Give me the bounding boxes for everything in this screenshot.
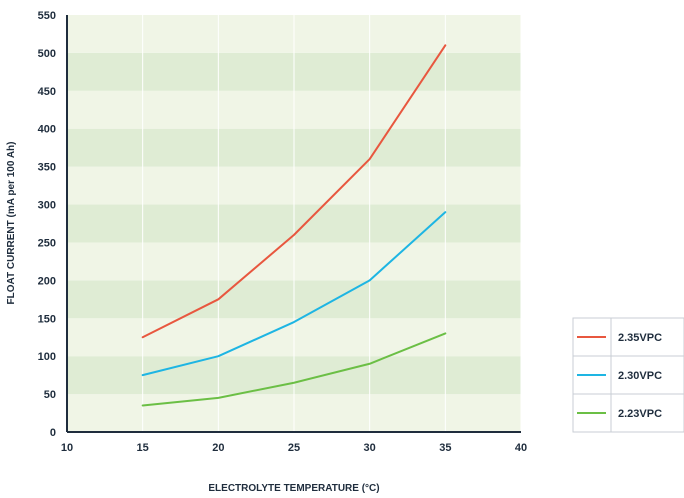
legend-label: 2.35VPC [618,332,662,344]
x-tick-label: 35 [439,442,451,454]
legend-label: 2.23VPC [618,408,662,420]
y-tick-label: 550 [38,10,56,22]
y-tick-label: 500 [38,48,56,60]
legend-label: 2.30VPC [618,370,662,382]
y-tick-label: 0 [50,427,56,439]
x-tick-label: 20 [212,442,224,454]
y-tick-label: 200 [38,275,56,287]
y-tick-label: 350 [38,162,56,174]
series-line-2.23VPC [141,332,447,407]
y-tick-label: 50 [44,389,56,401]
y-axis-title: FLOAT CURRENT (mA per 100 Ah) [6,142,17,305]
x-axis-ticks: 10 15 20 25 30 35 40 [61,442,527,454]
x-tick-label: 30 [364,442,376,454]
y-tick-label: 450 [38,86,56,98]
vertical-gridlines [142,15,522,432]
x-tick-label: 15 [137,442,149,454]
legend: 2.35VPC 2.30VPC 2.23VPC [572,317,684,433]
x-tick-label: 40 [515,442,527,454]
y-tick-label: 150 [38,313,56,325]
x-tick-label: 10 [61,442,73,454]
series-lines [141,44,447,407]
series-line-2.30VPC [141,211,447,377]
y-tick-label: 300 [38,200,56,212]
y-tick-label: 100 [38,351,56,363]
y-axis-ticks: 0 50 100 150 200 250 300 350 400 450 500 550 [38,10,56,439]
y-tick-label: 400 [38,124,56,136]
x-tick-label: 25 [288,442,300,454]
x-axis-title: ELECTROLYTE TEMPERATURE (°C) [208,483,379,494]
axes [66,15,521,433]
y-tick-label: 250 [38,237,56,249]
series-line-2.35VPC [141,44,447,339]
